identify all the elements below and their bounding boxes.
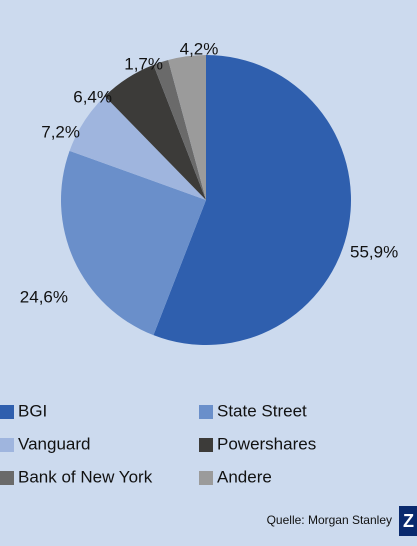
legend-label: Andere <box>217 467 272 486</box>
legend-label: Vanguard <box>18 434 90 453</box>
logo-box <box>399 506 417 536</box>
legend-label: State Street <box>217 401 307 420</box>
legend-swatch <box>0 438 14 452</box>
legend-swatch <box>199 438 213 452</box>
legend-swatch <box>199 405 213 419</box>
legend-swatch <box>0 405 14 419</box>
value-label: 6,4% <box>73 87 112 106</box>
pie-slice <box>153 55 352 345</box>
value-label: 4,2% <box>180 39 219 58</box>
legend-swatch <box>199 471 213 485</box>
source: Quelle: Morgan Stanley <box>267 513 392 527</box>
value-label: 55,9% <box>350 242 398 261</box>
legend-label: Powershares <box>217 434 316 453</box>
value-label: 7,2% <box>41 122 80 141</box>
pie-slice <box>61 150 207 336</box>
legend-swatch <box>0 471 14 485</box>
pie-slice <box>104 64 206 200</box>
legend-label: Bank of New York <box>18 467 153 486</box>
pie-slice <box>69 96 206 200</box>
legend-label: BGI <box>18 401 47 420</box>
pie-slice <box>168 55 206 200</box>
pie-slice <box>153 60 206 201</box>
value-label: 24,6% <box>20 287 68 306</box>
value-label: 1,7% <box>124 54 163 73</box>
logo: Z <box>403 511 414 531</box>
